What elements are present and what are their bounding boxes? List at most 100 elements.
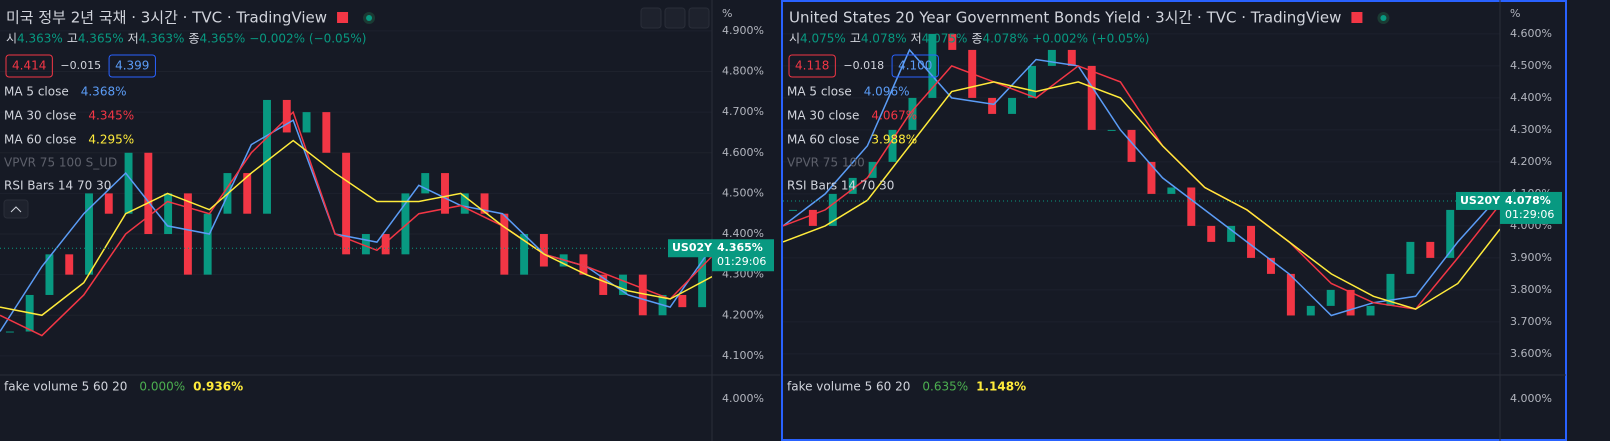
y-tick-label: 4.600% (1510, 27, 1552, 40)
indicator-name: MA 30 close (787, 109, 859, 123)
axis-unit: % (722, 7, 732, 20)
toolbar-button[interactable] (664, 7, 686, 29)
plot (0, 99, 712, 337)
y-tick-label: 4.800% (722, 65, 764, 78)
candle (928, 33, 937, 98)
candle (1207, 225, 1216, 242)
candle (1386, 273, 1395, 306)
collapse-icon (10, 206, 22, 213)
flag (1351, 12, 1363, 23)
candle (1067, 49, 1076, 66)
collapse-button[interactable] (3, 199, 29, 219)
indicator-value: 4.368% (81, 85, 127, 99)
price-tag (1500, 191, 1562, 224)
candle (203, 213, 212, 275)
symbol-tag (1456, 191, 1500, 210)
ohlc-value: 4.078% (861, 32, 907, 46)
ohlc-value: 4.075% (800, 32, 846, 46)
indicator-name: MA 30 close (4, 109, 76, 123)
volume-tick-label: 4.000% (722, 392, 764, 405)
candle (243, 173, 252, 214)
ma-line (0, 119, 712, 332)
panel-border (781, 0, 1567, 441)
y-tick-label: 3.700% (1510, 315, 1552, 328)
candle (322, 112, 331, 153)
ma-line (0, 139, 712, 317)
candle (85, 193, 93, 275)
candle (361, 234, 370, 255)
last-price: 4.365% (717, 241, 763, 254)
candle (520, 234, 529, 275)
candle (678, 294, 687, 308)
axis-unit: % (1510, 7, 1520, 20)
bid: 4.118 (795, 59, 829, 73)
volume-tick-label: 4.000% (1510, 392, 1552, 405)
spread: −0.018 (843, 59, 884, 72)
change: −0.002% (−0.05%) (249, 32, 366, 46)
candle (1147, 161, 1156, 194)
y-tick-label: 4.900% (722, 24, 764, 37)
candle (1426, 241, 1435, 258)
y-tick-label: 4.200% (722, 308, 764, 321)
ohlc-value: 4.363% (17, 32, 63, 46)
symbol: US20Y (1460, 194, 1501, 207)
volume-value: 0.000% (139, 380, 185, 394)
title: United States 20 Year Government Bonds Y… (789, 9, 1341, 27)
last-price: 4.078% (1505, 194, 1551, 207)
candle (788, 209, 797, 211)
candle (1187, 187, 1196, 226)
indicator-value: 4.345% (88, 109, 134, 123)
candle (164, 193, 173, 235)
bid-box (788, 54, 836, 78)
toolbar-button[interactable] (688, 7, 710, 29)
ohlc-label: 고 (850, 32, 861, 46)
ohlc-label: 시 (789, 32, 800, 46)
candle (183, 193, 192, 275)
y-tick-label: 3.600% (1510, 347, 1552, 360)
candle (1008, 97, 1017, 114)
candle (1247, 225, 1256, 258)
candle (282, 99, 291, 133)
candle (1446, 209, 1455, 258)
y-tick-label: 4.100% (722, 349, 764, 362)
ohlc-value: 4.365% (78, 32, 124, 46)
ohlc-label: 저 (911, 32, 922, 46)
ohlc-label: 종 (971, 32, 982, 46)
volume-value: 0.635% (922, 380, 968, 394)
spread: −0.015 (60, 59, 101, 72)
y-tick-label: 4.500% (1510, 59, 1552, 72)
volume-value: 0.936% (193, 380, 243, 394)
plot (783, 33, 1500, 317)
indicator-name: MA 60 close (787, 133, 859, 147)
vpvr: VPVR 75 100 S_UD (4, 156, 117, 170)
candle (124, 152, 133, 214)
change: +0.002% (+0.05%) (1032, 32, 1149, 46)
candle (848, 177, 857, 194)
ma-line (783, 65, 1500, 310)
candle (500, 213, 509, 275)
symbol-tag (668, 239, 712, 258)
y-tick-label: 4.300% (1510, 123, 1552, 136)
volume-value: 1.148% (976, 380, 1026, 394)
toolbar-button[interactable] (640, 7, 662, 29)
candle (698, 248, 707, 308)
candle (1167, 187, 1176, 194)
y-tick-label: 4.500% (722, 186, 764, 199)
candle (1406, 241, 1415, 274)
ohlc-label: 시 (6, 32, 17, 46)
candle (1027, 65, 1036, 98)
indicator-value: 4.295% (88, 133, 134, 147)
indicator-name: MA 60 close (4, 133, 76, 147)
indicator-value: 4.067% (871, 109, 917, 123)
candle (808, 209, 817, 226)
candle (828, 193, 837, 226)
ohlc-label: 종 (188, 32, 199, 46)
candle (579, 254, 588, 275)
candle (144, 152, 153, 235)
y-tick-label: 4.400% (722, 227, 764, 240)
candle (539, 234, 548, 267)
indicator-value: 4.096% (864, 85, 910, 99)
volume-name: fake volume 5 60 20 (787, 380, 910, 394)
status-dot (1380, 15, 1387, 21)
title: 미국 정부 2년 국채 · 3시간 · TVC · TradingView (6, 9, 327, 27)
